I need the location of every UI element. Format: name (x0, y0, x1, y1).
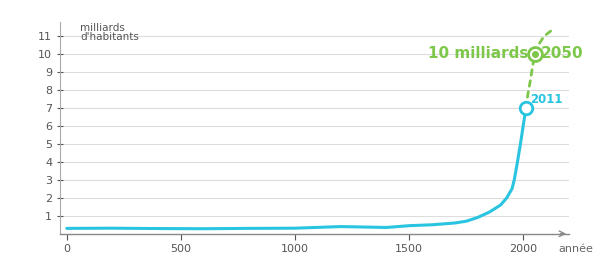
Text: année: année (559, 244, 594, 254)
Text: 2011: 2011 (531, 93, 563, 106)
Text: d'habitants: d'habitants (80, 32, 140, 42)
Text: 2050: 2050 (540, 46, 583, 61)
Text: milliards: milliards (80, 23, 125, 33)
Text: 10 milliards: 10 milliards (428, 46, 528, 61)
